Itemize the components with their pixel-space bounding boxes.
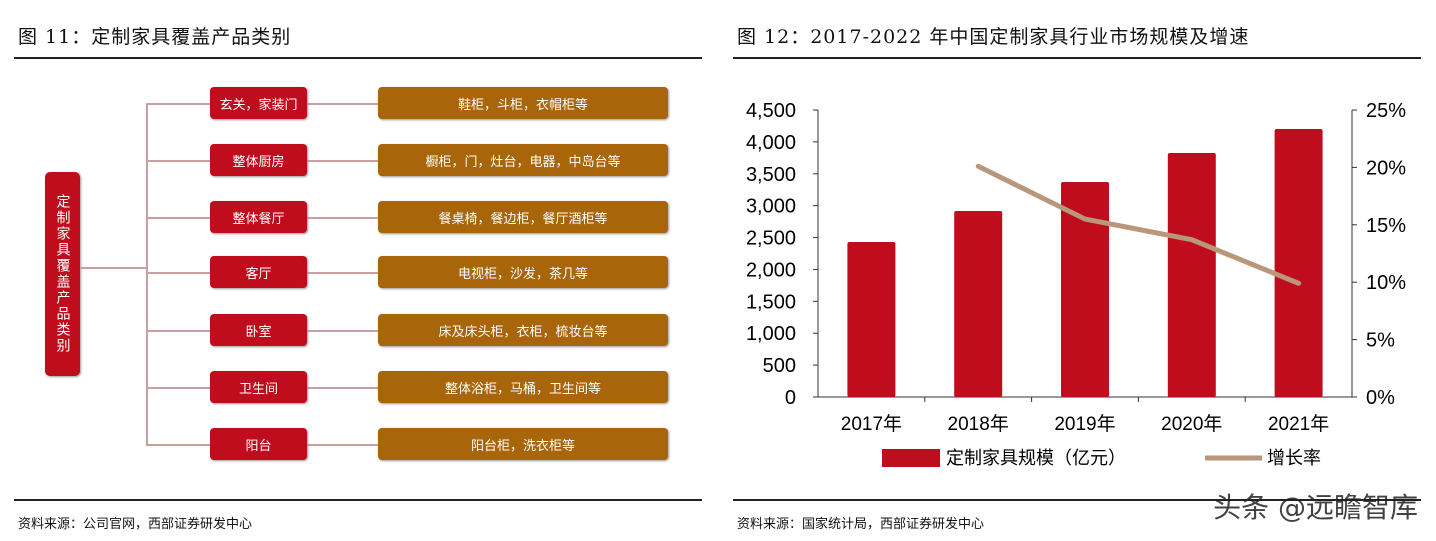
legend-bar-label: 定制家具规模（亿元） <box>946 448 1126 468</box>
y-right-tick-label: 0% <box>1366 387 1395 409</box>
products-box: 橱柜，门，灶台，电器，中岛台等 <box>378 144 668 176</box>
y-left-tick-label: 4,000 <box>746 132 796 154</box>
products-box: 鞋柜，斗柜，衣帽柜等 <box>378 87 668 119</box>
divider <box>14 499 702 501</box>
divider <box>733 499 1421 501</box>
figure-11-source: 资料来源：公司官网，西部证券研发中心 <box>18 517 253 532</box>
y-right-tick-label: 10% <box>1366 272 1406 294</box>
y-left-tick-label: 3,500 <box>746 164 796 186</box>
watermark: 头条 @远瞻智库 <box>1213 491 1418 524</box>
category-box: 整体餐厅 <box>210 201 307 233</box>
y-left-tick-label: 3,000 <box>746 196 796 218</box>
figure-12-source: 资料来源：国家统计局，西部证券研发中心 <box>737 517 985 532</box>
bar <box>847 242 896 397</box>
divider <box>14 57 702 59</box>
y-left-tick-label: 1,000 <box>746 323 796 345</box>
growth-rate-line <box>975 163 1302 286</box>
y-right-tick-label: 15% <box>1366 215 1406 237</box>
connector-trunk <box>146 103 148 444</box>
y-left-tick-label: 0 <box>785 387 796 409</box>
bar <box>1167 152 1216 397</box>
figure-11-title: 图 11：定制家具覆盖产品类别 <box>18 26 292 48</box>
y-left-tick-label: 500 <box>763 355 796 377</box>
figure-12-title: 图 12：2017-2022 年中国定制家具行业市场规模及增速 <box>737 26 1250 48</box>
category-box: 卫生间 <box>210 371 307 403</box>
products-box: 整体浴柜，马桶，卫生间等 <box>378 371 668 403</box>
products-box: 餐桌椅，餐边柜，餐厅酒柜等 <box>378 201 668 233</box>
x-tick-label: 2021年 <box>1268 413 1329 435</box>
connector-line <box>80 267 146 269</box>
y-left-tick-label: 2,000 <box>746 259 796 281</box>
divider <box>733 57 1421 59</box>
category-box: 整体厨房 <box>210 144 307 176</box>
bar <box>1061 182 1109 397</box>
category-box: 阳台 <box>210 428 307 460</box>
category-box: 玄关，家装门 <box>210 87 307 119</box>
y-right-tick-label: 5% <box>1366 330 1395 352</box>
y-right-tick-label: 20% <box>1366 157 1406 179</box>
y-left-tick-label: 1,500 <box>746 291 796 313</box>
x-tick-label: 2020年 <box>1161 413 1222 435</box>
category-box: 卧室 <box>210 314 307 346</box>
products-box: 床及床头柜，衣柜，梳妆台等 <box>378 314 668 346</box>
x-tick-label: 2019年 <box>1054 413 1115 435</box>
bar <box>954 210 1003 397</box>
x-tick-label: 2017年 <box>841 413 902 435</box>
category-box: 客厅 <box>210 256 307 288</box>
legend-bar-swatch <box>882 449 940 467</box>
y-left-tick-label: 4,500 <box>746 100 796 122</box>
bar <box>1274 129 1323 397</box>
products-box: 阳台柜，洗衣柜等 <box>378 428 668 460</box>
legend-line-label: 增长率 <box>1267 448 1321 468</box>
y-right-tick-label: 25% <box>1366 100 1406 122</box>
y-left-tick-label: 2,500 <box>746 228 796 250</box>
products-box: 电视柜，沙发，茶几等 <box>378 256 668 288</box>
diagram-root: 定制家具覆盖产品类别 <box>45 172 80 376</box>
x-tick-label: 2018年 <box>948 413 1009 435</box>
